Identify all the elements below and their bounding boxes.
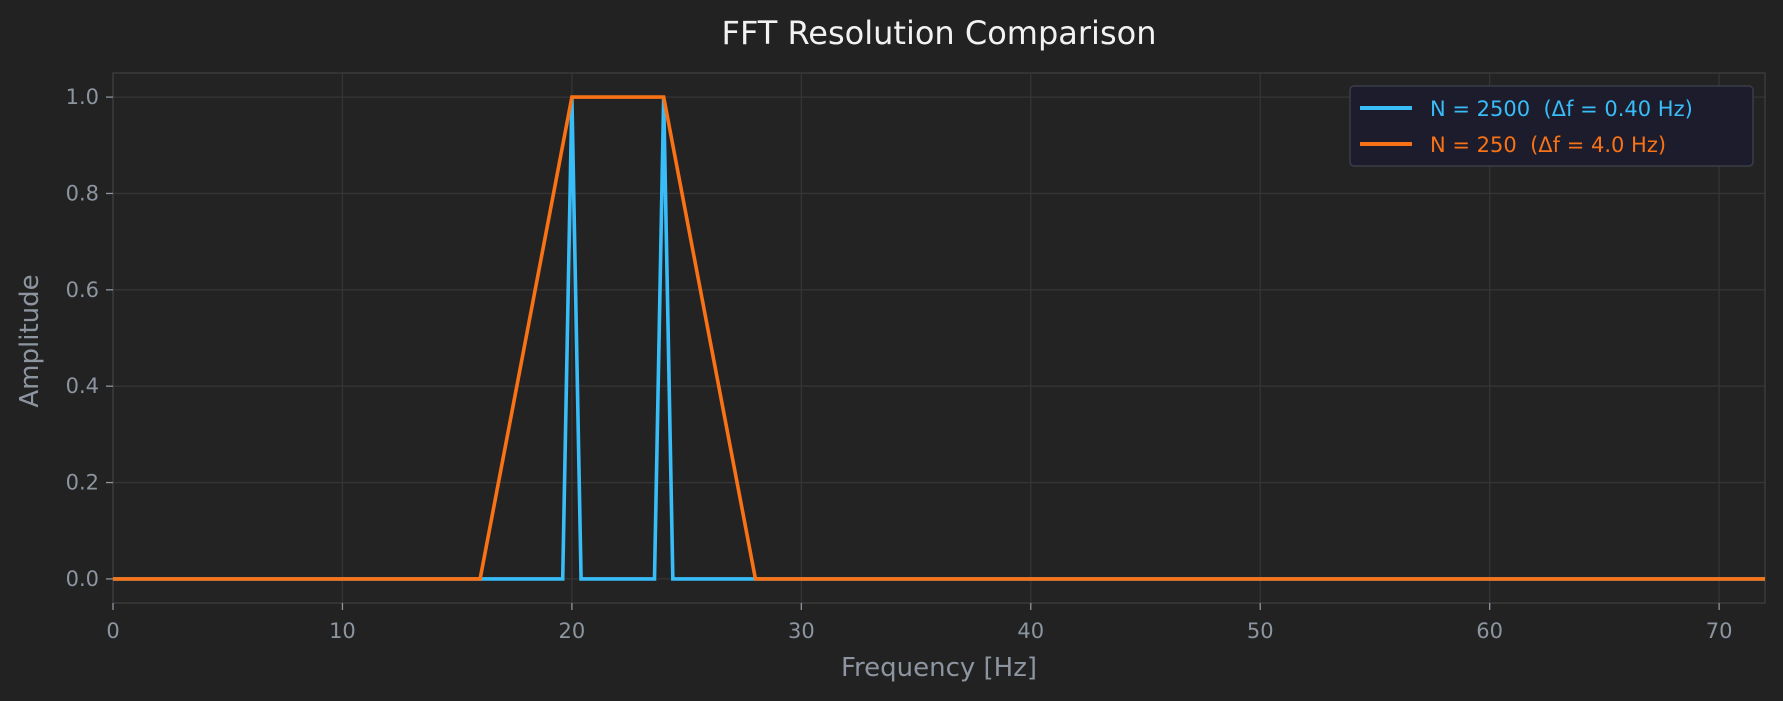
x-tick-label: 20 (559, 619, 586, 643)
y-tick-label: 0.4 (66, 374, 99, 398)
chart-title: FFT Resolution Comparison (722, 14, 1157, 52)
y-tick-label: 0.0 (66, 567, 99, 591)
x-tick-label: 0 (106, 619, 119, 643)
y-tick-label: 1.0 (66, 85, 99, 109)
x-tick-label: 50 (1247, 619, 1274, 643)
x-tick-label: 60 (1476, 619, 1503, 643)
legend-label-n250: N = 250 (Δf = 4.0 Hz) (1430, 133, 1666, 157)
x-axis: 0 10 20 30 40 50 60 70 (106, 603, 1732, 643)
y-tick-label: 0.8 (66, 181, 99, 205)
legend: N = 2500 (Δf = 0.40 Hz) N = 250 (Δf = 4.… (1349, 85, 1754, 167)
x-tick-label: 70 (1706, 619, 1733, 643)
x-tick-label: 10 (329, 619, 356, 643)
series-line-1 (113, 95, 1765, 581)
y-axis: 0.0 0.2 0.4 0.6 0.8 1.0 (66, 85, 113, 591)
legend-box (1349, 85, 1754, 167)
x-tick-label: 30 (788, 619, 815, 643)
x-tick-label: 40 (1017, 619, 1044, 643)
legend-label-n2500: N = 2500 (Δf = 0.40 Hz) (1430, 97, 1693, 121)
series-line-0 (113, 97, 1765, 581)
series-layer (113, 95, 1765, 581)
x-axis-label: Frequency [Hz] (841, 653, 1037, 683)
y-axis-label: Amplitude (15, 274, 45, 407)
y-tick-label: 0.2 (66, 471, 99, 495)
plot-frame (112, 72, 1766, 604)
y-tick-label: 0.6 (66, 278, 99, 302)
